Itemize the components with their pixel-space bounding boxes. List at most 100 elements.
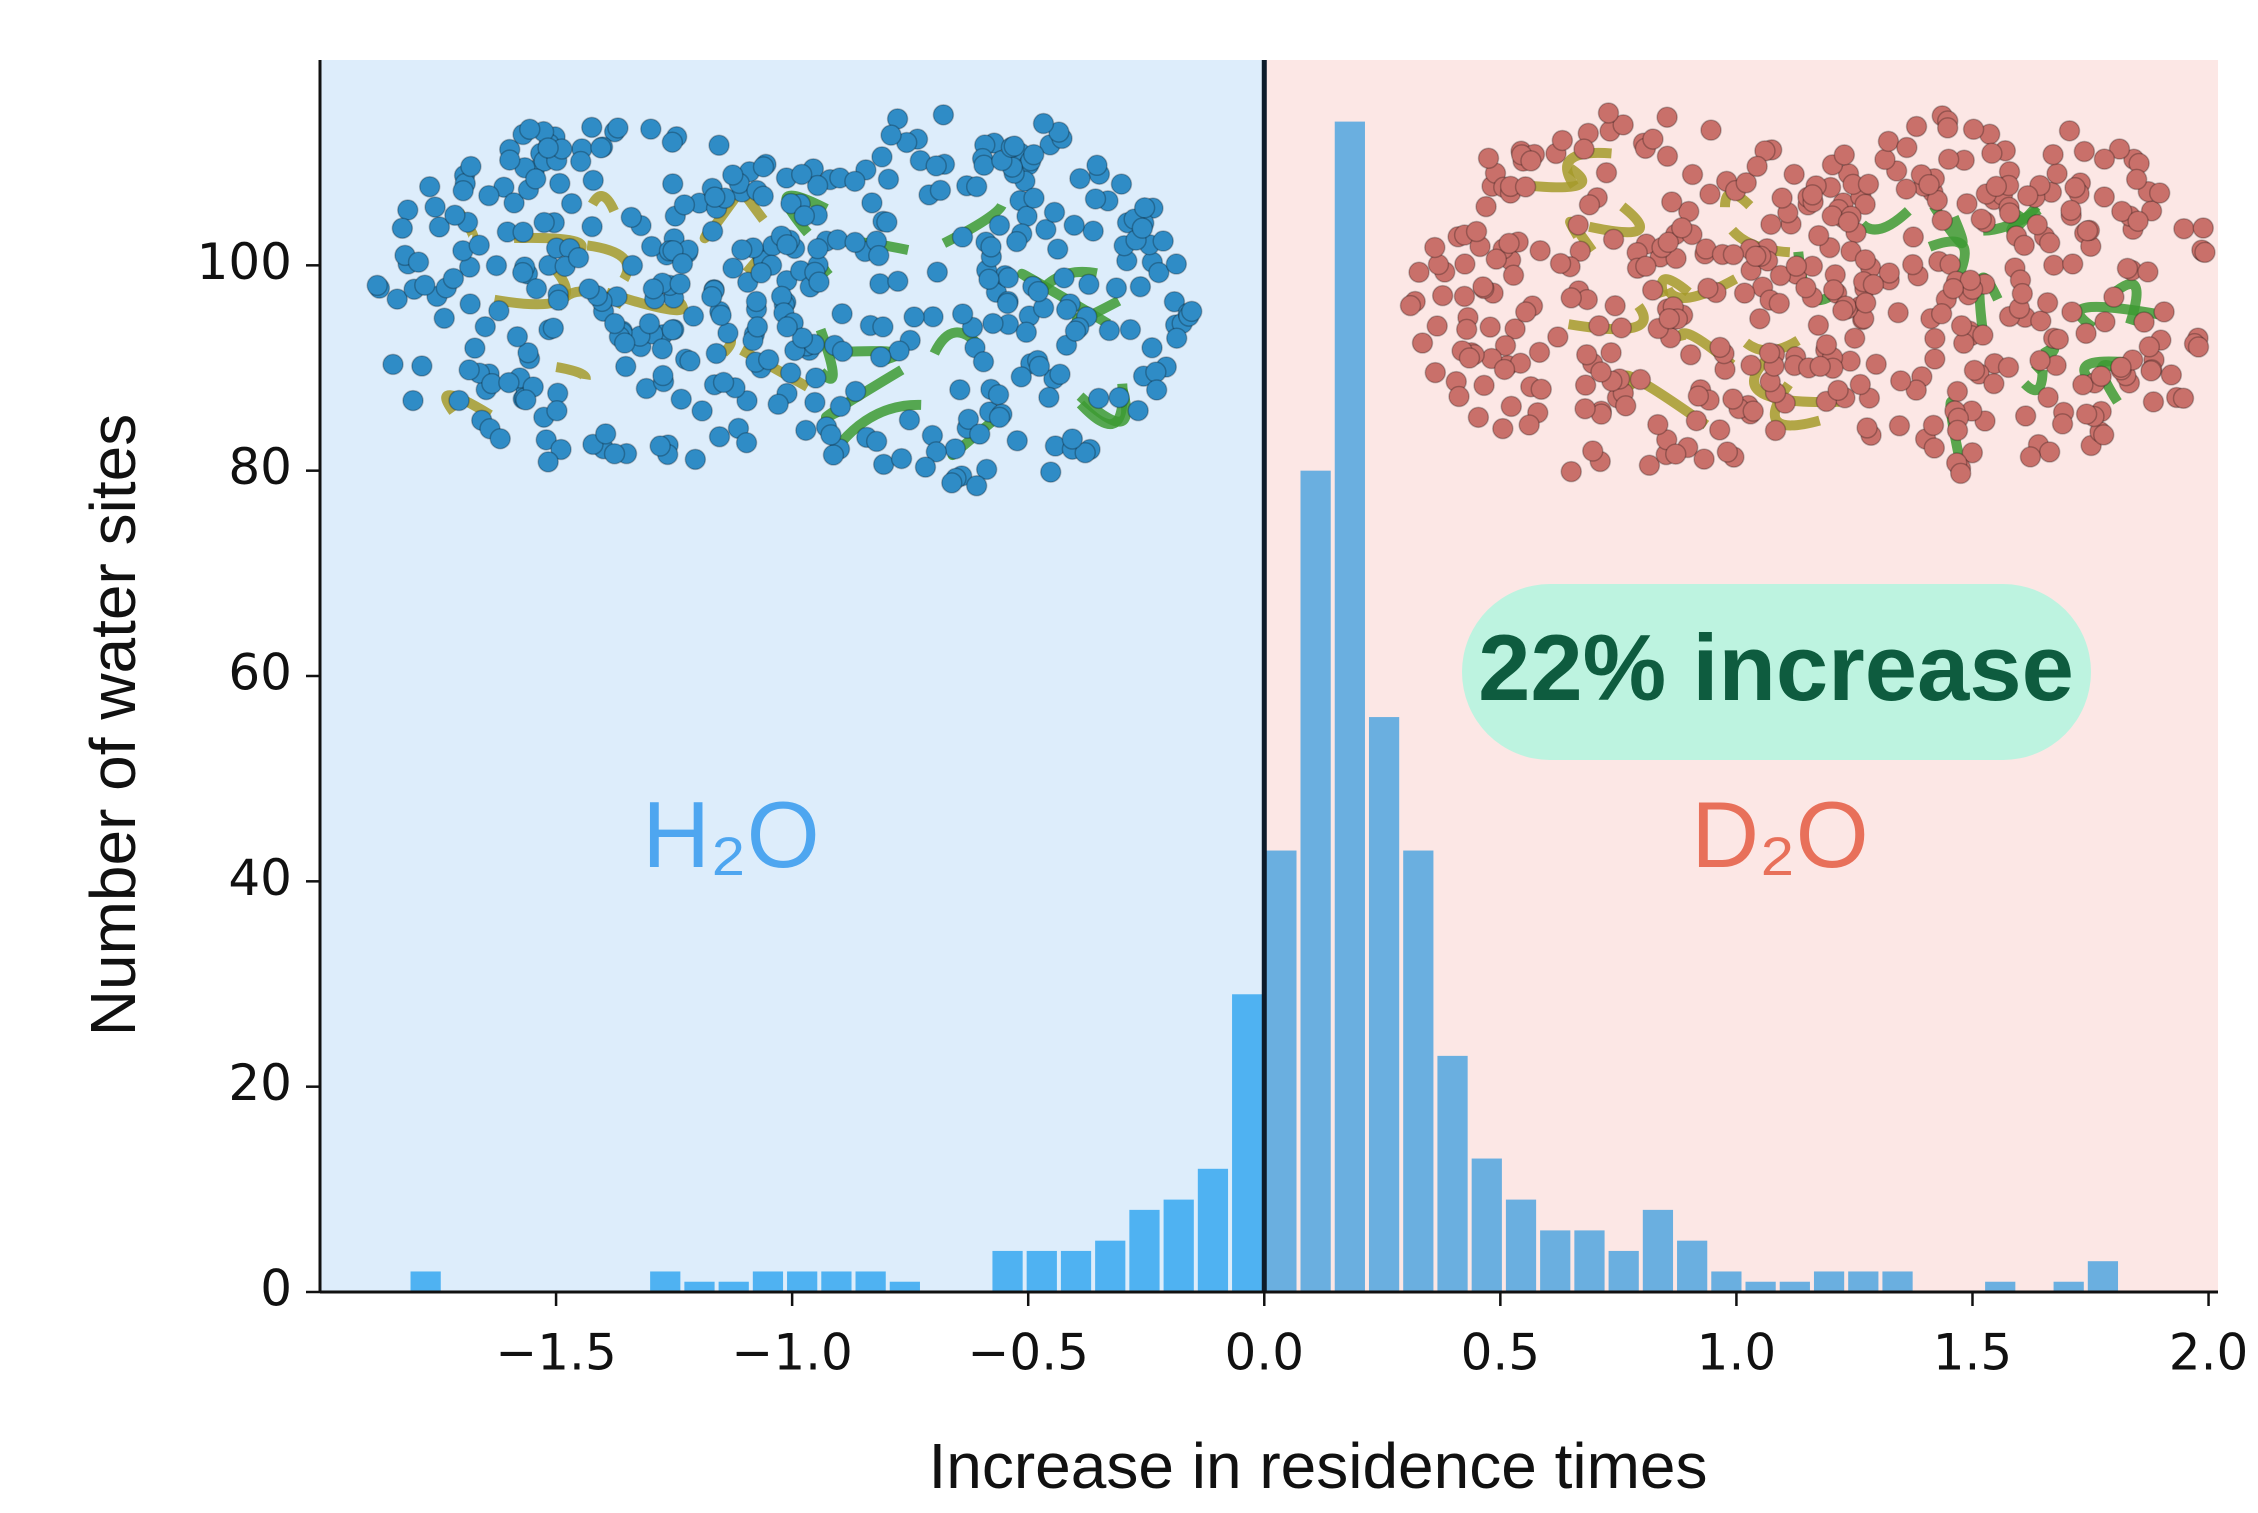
protein-illustrations xyxy=(366,102,2216,497)
ribbon xyxy=(588,191,619,214)
water-ball xyxy=(932,104,955,126)
water-ball xyxy=(1735,171,1758,194)
water-ball xyxy=(1426,315,1448,337)
water-ball xyxy=(1528,341,1551,364)
water-ball xyxy=(1733,282,1756,304)
water-ball xyxy=(1145,379,1168,401)
water-ball xyxy=(2011,282,2034,305)
water-ball xyxy=(968,423,991,445)
water-ball xyxy=(1560,287,1582,309)
water-ball xyxy=(1665,443,1687,465)
bar xyxy=(1095,1240,1126,1292)
water-ball xyxy=(2037,386,2059,409)
water-ball xyxy=(1679,344,1702,366)
water-ball xyxy=(872,453,895,476)
water-ball xyxy=(997,267,1020,289)
water-ball xyxy=(2187,336,2210,358)
water-ball xyxy=(1547,326,1569,348)
water-ball xyxy=(1655,428,1678,451)
water-ball xyxy=(880,124,902,146)
water-ball xyxy=(975,458,998,481)
ribbon xyxy=(2074,301,2165,332)
water-ball xyxy=(1923,437,1946,459)
water-ball xyxy=(550,438,572,461)
water-ball xyxy=(1809,355,1831,378)
water-ball xyxy=(746,316,769,338)
water-ball xyxy=(2019,446,2042,468)
bar xyxy=(1779,1281,1810,1292)
water-ball xyxy=(831,340,854,363)
water-ball xyxy=(1046,238,1069,260)
water-ball xyxy=(1709,419,1731,441)
water-ball xyxy=(1949,462,1972,485)
water-ball xyxy=(402,389,424,412)
water-ball xyxy=(464,337,486,359)
water-ball xyxy=(662,173,684,195)
water-ball xyxy=(1926,189,1949,212)
water-ball xyxy=(638,312,661,335)
water-ball xyxy=(790,163,813,186)
water-ball xyxy=(944,438,966,460)
water-ball xyxy=(1181,300,1203,323)
water-ball xyxy=(682,305,705,327)
water-ball xyxy=(1453,285,1476,308)
water-ball xyxy=(951,303,974,325)
water-ball xyxy=(1771,187,1793,209)
water-ball xyxy=(1498,232,1520,255)
water-ball xyxy=(1801,184,1824,206)
water-ball xyxy=(1485,248,1508,270)
water-ball xyxy=(1635,255,1657,278)
water-ball xyxy=(712,371,735,394)
water-ball xyxy=(1822,279,1845,301)
water-ball xyxy=(537,137,559,159)
water-ball xyxy=(1832,299,1854,322)
water-ball xyxy=(1946,380,1969,403)
water-ball xyxy=(822,444,845,466)
water-ball xyxy=(2060,199,2082,222)
water-ball xyxy=(485,254,508,277)
water-ball xyxy=(1479,316,1501,338)
x-tick-label: −1.5 xyxy=(495,1324,616,1382)
water-ball xyxy=(978,268,1000,290)
water-ball xyxy=(442,267,465,290)
water-ball xyxy=(887,270,909,292)
water-ball xyxy=(603,443,626,465)
water-ball xyxy=(2058,120,2081,142)
water-ball xyxy=(922,306,944,328)
water-ball xyxy=(1408,261,1430,284)
water-ball xyxy=(1657,231,1680,254)
ribbon xyxy=(1858,207,1912,235)
water-ball xyxy=(1815,333,1838,356)
water-ball xyxy=(366,274,388,297)
water-ball xyxy=(735,431,758,454)
water-ball xyxy=(506,325,529,348)
bar xyxy=(1711,1271,1742,1292)
water-ball xyxy=(549,172,571,195)
water-ball xyxy=(1918,173,1940,196)
water-ball xyxy=(872,316,894,338)
water-ball xyxy=(2075,322,2097,345)
water-ball xyxy=(951,226,974,248)
water-ball xyxy=(844,170,866,193)
water-ball xyxy=(957,408,980,430)
water-ball xyxy=(1697,277,1719,299)
water-ball xyxy=(831,303,853,325)
water-ball xyxy=(2042,143,2064,166)
water-ball xyxy=(1854,292,1877,314)
x-tick-label: 1.5 xyxy=(1933,1324,2013,1382)
water-ball xyxy=(1647,413,1669,436)
x-tick-label: 0.0 xyxy=(1225,1324,1305,1382)
water-ball xyxy=(581,215,603,238)
water-ball xyxy=(1475,195,1497,218)
water-ball xyxy=(1764,419,1787,442)
water-ball xyxy=(731,239,753,261)
water-ball xyxy=(1905,115,1928,138)
water-ball xyxy=(2140,360,2162,382)
water-ball xyxy=(826,229,849,251)
water-ball xyxy=(1849,373,1872,396)
bar xyxy=(1300,470,1331,1293)
water-ball xyxy=(1492,417,1514,440)
water-ball xyxy=(468,234,491,256)
water-ball xyxy=(1448,385,1470,408)
water-ball xyxy=(1638,454,1661,477)
